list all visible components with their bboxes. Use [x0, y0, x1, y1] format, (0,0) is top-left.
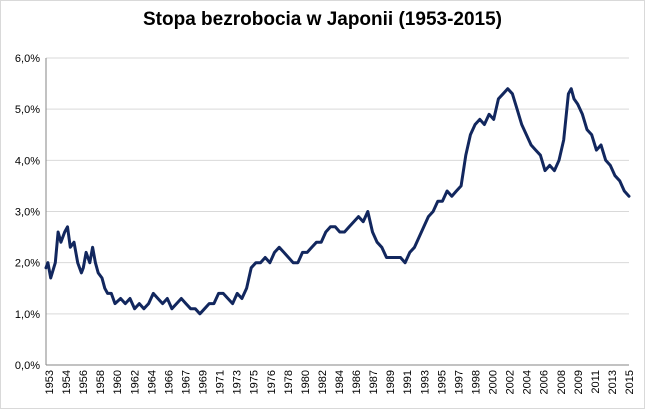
x-tick-label: 1953 — [44, 370, 56, 394]
x-tick-label: 2004 — [522, 370, 534, 394]
x-tick-label: 2013 — [607, 370, 619, 394]
y-tick-label: 0,0% — [15, 360, 40, 372]
x-tick-label: 1978 — [283, 370, 295, 394]
x-tick-label: 2015 — [624, 370, 636, 394]
x-tick-label: 1956 — [78, 370, 90, 394]
x-tick-label: 1995 — [436, 370, 448, 394]
chart-title: Stopa bezrobocia w Japonii (1953-2015) — [143, 9, 502, 30]
x-tick-label: 1975 — [249, 370, 261, 394]
y-tick-label: 1,0% — [15, 309, 40, 321]
x-tick-label: 1966 — [163, 370, 175, 394]
x-tick-label: 1954 — [61, 370, 73, 394]
x-tick-label: 1964 — [146, 370, 158, 394]
x-tick-label: 2008 — [556, 370, 568, 394]
x-tick-label: 1986 — [351, 370, 363, 394]
x-tick-label: 1960 — [112, 370, 124, 394]
y-tick-label: 4,0% — [15, 155, 40, 167]
series-line — [44, 87, 631, 316]
x-tick-label: 2009 — [573, 370, 585, 394]
x-tick-label: 1989 — [385, 370, 397, 394]
x-tick-label: 2002 — [505, 370, 517, 394]
x-tick-label: 1998 — [470, 370, 482, 394]
x-tick-label: 1958 — [95, 370, 107, 394]
x-tick-label: 1962 — [129, 370, 141, 394]
x-tick-label: 2011 — [590, 370, 602, 394]
x-tick-label: 1991 — [402, 370, 414, 394]
y-tick-label: 5,0% — [15, 104, 40, 116]
x-tick-label: 1982 — [317, 370, 329, 394]
x-tick-label: 2000 — [488, 370, 500, 394]
x-tick-label: 1967 — [180, 370, 192, 394]
x-tick-label: 1971 — [215, 370, 227, 394]
x-tick-label: 1984 — [334, 370, 346, 394]
x-tick-label: 1997 — [453, 370, 465, 394]
x-tick-label: 1976 — [266, 370, 278, 394]
y-tick-label: 2,0% — [15, 258, 40, 270]
x-tick-label: 1969 — [198, 370, 210, 394]
x-tick-label: 1973 — [232, 370, 244, 394]
x-tick-label: 2006 — [539, 370, 551, 394]
x-tick-label: 1980 — [300, 370, 312, 394]
x-tick-label: 1987 — [368, 370, 380, 394]
y-tick-label: 6,0% — [15, 53, 40, 65]
x-tick-label: 1993 — [419, 370, 431, 394]
y-tick-label: 3,0% — [15, 207, 40, 219]
